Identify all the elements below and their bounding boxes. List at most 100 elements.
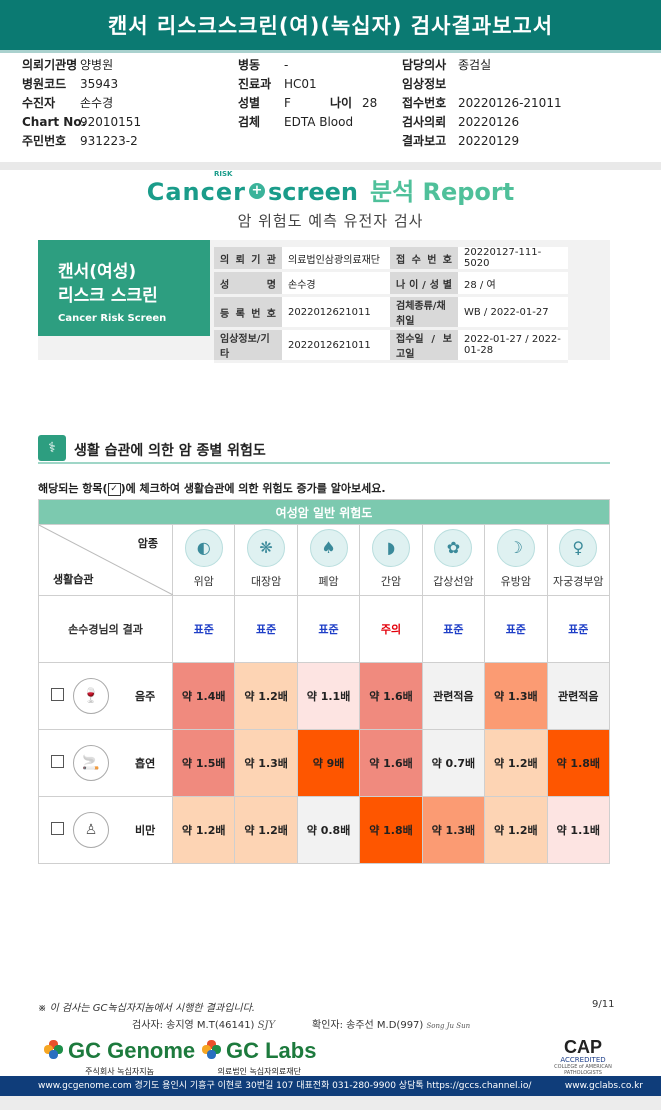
cancer-type-label: 유방암 xyxy=(500,575,531,588)
section-separator xyxy=(0,162,661,170)
section-underline xyxy=(38,462,610,464)
info-value: WB / 2022-01-27 xyxy=(458,295,568,330)
habit-row: 🍷 음주 약 1.4배 약 1.2배 약 1.1배 약 1.6배 관련적음 약 1.3배 관련적… xyxy=(38,662,611,730)
patient-field-value: EDTA Blood xyxy=(284,115,354,129)
footer-bottom-strip xyxy=(0,1096,661,1110)
cancer-type-header: ☽ 유방암 xyxy=(484,524,548,596)
confirmer-label: 확인자: 송주선 M.D(997) xyxy=(312,1020,424,1031)
info-label: 검체종류/채취일 xyxy=(390,295,458,330)
patient-field-value: 양병원 xyxy=(80,58,114,72)
cap-accredited-text: ACCREDITED xyxy=(560,1056,606,1064)
patient-field-value: - xyxy=(284,58,289,72)
patient-field: 검체 EDTA Blood xyxy=(238,114,353,130)
patient-field-label: 임상정보 xyxy=(402,77,447,91)
risk-cell: 약 9배 xyxy=(296,729,361,797)
confirmer-info: 확인자: 송주선 M.D(997) Song Ju Sun xyxy=(312,1016,470,1031)
corner-diagonal xyxy=(39,525,173,595)
cancer-type-header: ✿ 갑상선암 xyxy=(421,524,486,596)
footer-note: ※ 이 검사는 GC녹십자지놈에서 시행한 결과입니다. xyxy=(38,1003,255,1014)
age-label: 나이 xyxy=(330,96,353,110)
patient-field-value: 20220126 xyxy=(458,115,520,129)
risk-cell: 약 1.8배 xyxy=(359,796,423,864)
confirmer-signature: Song Ju Sun xyxy=(426,1022,471,1030)
patient-field-label: Chart No. xyxy=(22,115,87,129)
cancer-type-label: 갑상선암 xyxy=(433,575,474,588)
result-status: 표준 xyxy=(568,623,589,636)
patient-field-label: 의뢰기관명 xyxy=(22,58,78,72)
patient-field-label: 결과보고 xyxy=(402,134,447,148)
patient-field-value: 931223-2 xyxy=(80,134,138,148)
info-value: 의료법인삼광의료재단 xyxy=(282,247,390,272)
instruction-text: 해당되는 항목(✓)에 체크하여 생활습관에 의한 위험도 증가를 알아보세요. xyxy=(38,480,386,496)
risk-cell: 약 1.4배 xyxy=(171,662,236,730)
footer-address: www.gcgenome.com 경기도 용인시 기흥구 이현로 30번길 10… xyxy=(38,1081,532,1091)
habit-checkbox[interactable] xyxy=(51,755,64,768)
result-status: 주의 xyxy=(380,623,402,636)
result-status: 표준 xyxy=(443,623,464,636)
cancer-type-label: 간암 xyxy=(380,575,402,588)
risk-cell: 약 0.8배 xyxy=(296,796,361,864)
report-subtitle: 암 위험도 예측 유전자 검사 xyxy=(237,212,424,230)
patient-field-label: 병동 xyxy=(238,58,261,72)
info-label: 등 록 번 호 xyxy=(214,295,282,330)
stomach-icon: ◐ xyxy=(184,529,223,567)
info-row: 성 명 손수경 나 이 / 성 별 28 / 여 xyxy=(214,270,568,297)
table-header: 여성암 일반 위험도 xyxy=(38,499,610,525)
risk-table: 여성암 일반 위험도 암종 생활습관 ◐ 위암 ❋ 대장암 ♠ 폐암 ◗ 간암 ✿ 갑상선암 ☽ 유방암 ♀ 자… xyxy=(38,499,611,864)
cancer-type-header: ♠ 폐암 xyxy=(296,524,361,596)
risk-cell: 약 1.2배 xyxy=(234,662,298,730)
patient-field-label: 수진자 xyxy=(22,96,56,110)
risk-cell: 약 1.8배 xyxy=(546,729,611,797)
patient-field: 접수번호 20220126-21011 xyxy=(402,95,562,111)
habit-row: 🚬 흡연 약 1.5배 약 1.3배 약 9배 약 1.6배 약 0.7배 약 1.2배 약 1… xyxy=(38,729,611,797)
cancer-type-header: ❋ 대장암 xyxy=(234,524,298,596)
cancer-type-label: 위암 xyxy=(193,575,214,588)
patient-field-value: 손수경 xyxy=(80,96,114,110)
patient-field: 임상정보 xyxy=(402,76,458,92)
gc-genome-text: GC Genome xyxy=(68,1038,196,1063)
habit-checkbox[interactable] xyxy=(51,822,64,835)
patient-field: 수진자 손수경 xyxy=(22,95,113,111)
cancer-screen-logo: Cancer + screen 분석 Report xyxy=(0,172,661,207)
cancer-type-label: 폐암 xyxy=(318,575,339,588)
patient-field: Chart No.92010151 xyxy=(22,114,141,130)
corner-top-label: 암종 xyxy=(137,537,158,550)
info-label: 나 이 / 성 별 xyxy=(390,270,458,297)
logo-report-text: 분석 Report xyxy=(369,178,515,206)
patient-field-label: 성별 xyxy=(238,96,261,110)
age-value: 28 xyxy=(362,96,378,110)
patient-field: 성별 F xyxy=(238,95,291,111)
patient-field: 검사의뢰 20220126 xyxy=(402,114,519,130)
result-cell: 표준 xyxy=(234,595,298,663)
patient-field-value: 20220126-21011 xyxy=(458,96,562,110)
patient-field-value: 35943 xyxy=(80,77,119,91)
tester-info: 검사자: 송지영 M.T(46141) SJY xyxy=(132,1016,275,1031)
result-status: 표준 xyxy=(318,623,339,636)
info-value: 20220127-111-5020 xyxy=(458,247,568,272)
patient-field-value: 20220129 xyxy=(458,134,520,148)
risk-cell: 약 1.1배 xyxy=(296,662,361,730)
result-status: 표준 xyxy=(505,623,526,636)
patient-field-label: 접수번호 xyxy=(402,96,447,110)
gc-cross-icon xyxy=(202,1040,222,1060)
patient-field: 결과보고 20220129 xyxy=(402,133,519,149)
result-status: 표준 xyxy=(193,623,214,636)
risk-cell: 관련적음 xyxy=(421,662,486,730)
habit-checkbox[interactable] xyxy=(51,688,64,701)
obesity-icon: ♙ xyxy=(73,812,109,848)
cap-small-text: COLLEGE of AMERICAN PATHOLOGISTS xyxy=(554,1064,612,1076)
badge-title-1: 캔서(여성) xyxy=(58,262,137,282)
result-cell: 표준 xyxy=(171,595,236,663)
liver-icon: ◗ xyxy=(371,529,410,567)
breast-icon: ☽ xyxy=(496,529,535,567)
patient-field-label: 검사의뢰 xyxy=(402,115,447,129)
colon-icon: ❋ xyxy=(247,529,286,567)
result-cell: 표준 xyxy=(484,595,548,663)
cap-text: CAP xyxy=(563,1037,602,1057)
result-cell: 표준 xyxy=(421,595,486,663)
thyroid-icon: ✿ xyxy=(434,529,473,567)
info-value: 2022-01-27 / 2022-01-28 xyxy=(458,328,568,363)
risk-cell: 약 1.6배 xyxy=(359,662,423,730)
lung-icon: ♠ xyxy=(309,529,348,567)
patient-age: 나이 28 xyxy=(330,95,377,111)
